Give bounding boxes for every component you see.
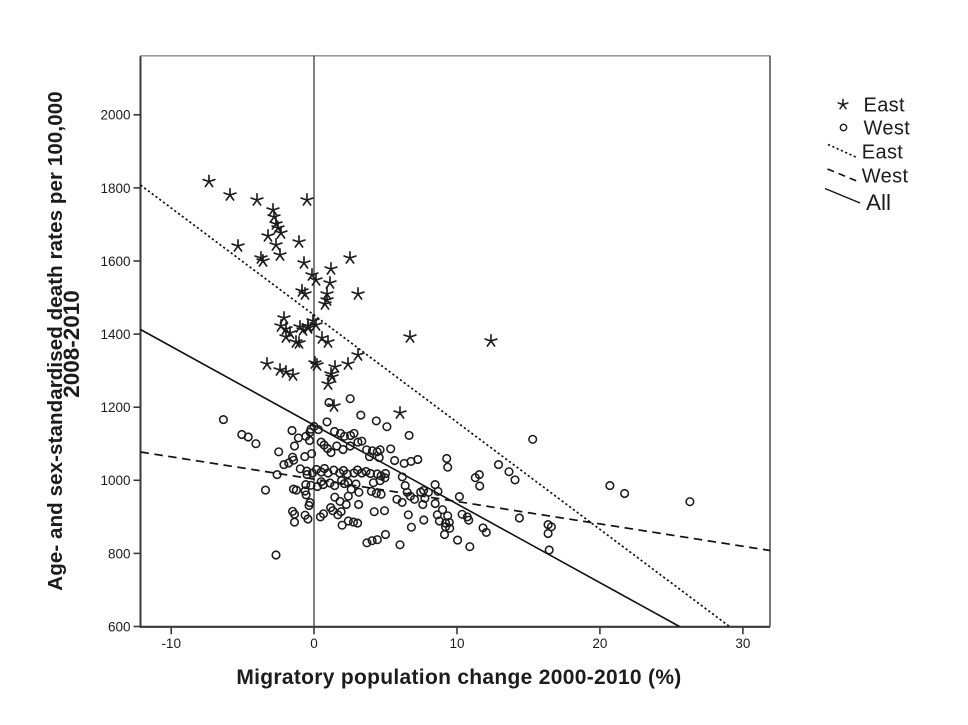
svg-text:All: All xyxy=(866,190,891,215)
svg-text:20: 20 xyxy=(592,636,607,651)
svg-text:1600: 1600 xyxy=(100,254,130,269)
svg-text:600: 600 xyxy=(108,619,131,634)
svg-text:Age- and sex-standardised deat: Age- and sex-standardised death rates pe… xyxy=(44,91,67,590)
svg-text:800: 800 xyxy=(108,546,131,561)
svg-text:Migratory population change 20: Migratory population change 2000-2010 (%… xyxy=(236,666,681,689)
svg-text:0: 0 xyxy=(310,636,318,651)
svg-text:1800: 1800 xyxy=(100,181,130,196)
svg-text:30: 30 xyxy=(735,636,750,651)
svg-text:1200: 1200 xyxy=(100,400,130,415)
svg-text:1400: 1400 xyxy=(100,327,130,342)
svg-text:East: East xyxy=(864,95,906,117)
svg-text:-10: -10 xyxy=(161,636,181,651)
svg-text:1000: 1000 xyxy=(100,473,130,488)
svg-text:East: East xyxy=(862,142,904,164)
svg-text:2008-2010: 2008-2010 xyxy=(59,290,84,398)
svg-text:10: 10 xyxy=(449,636,464,651)
svg-text:West: West xyxy=(864,118,911,140)
svg-text:West: West xyxy=(862,166,909,188)
svg-text:2000: 2000 xyxy=(100,108,130,123)
